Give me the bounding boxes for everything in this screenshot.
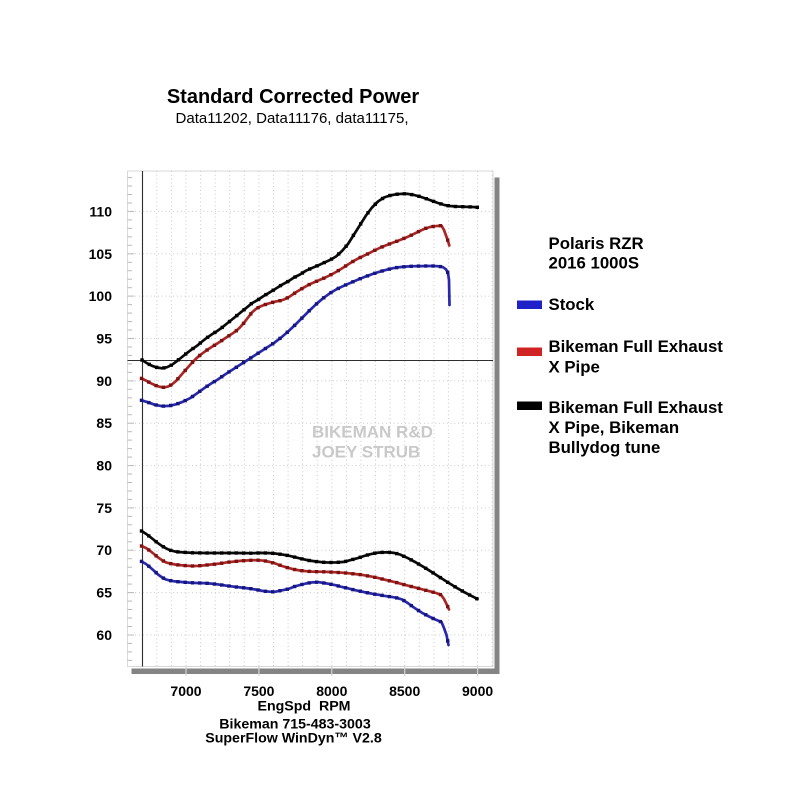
svg-text:9000: 9000: [462, 683, 493, 699]
svg-text:X Pipe: X Pipe: [549, 358, 600, 377]
svg-text:70: 70: [96, 542, 112, 558]
svg-text:100: 100: [89, 288, 113, 304]
svg-text:Bikeman 715-483-3003: Bikeman 715-483-3003: [219, 717, 371, 733]
svg-text:80: 80: [96, 458, 112, 474]
svg-text:Data11202, Data11176, data1117: Data11202, Data11176, data11175,: [176, 110, 409, 127]
svg-text:Bullydog tune: Bullydog tune: [549, 438, 661, 457]
svg-text:7000: 7000: [170, 683, 201, 699]
svg-text:Standard Corrected Power: Standard Corrected Power: [167, 86, 420, 108]
svg-text:105: 105: [89, 246, 113, 262]
svg-text:SuperFlow WinDyn™ V2.8: SuperFlow WinDyn™ V2.8: [205, 731, 382, 747]
svg-text:95: 95: [96, 331, 112, 347]
svg-text:75: 75: [96, 500, 112, 516]
svg-text:BIKEMAN R&D: BIKEMAN R&D: [312, 423, 433, 442]
svg-text:110: 110: [89, 203, 112, 219]
svg-text:8000: 8000: [316, 683, 347, 699]
svg-text:85: 85: [96, 415, 112, 431]
svg-text:Bikeman Full Exhaust: Bikeman Full Exhaust: [549, 398, 724, 417]
svg-text:EngSpd RPM: EngSpd RPM: [257, 699, 350, 715]
svg-text:X Pipe, Bikeman: X Pipe, Bikeman: [549, 418, 680, 437]
svg-text:7500: 7500: [243, 683, 274, 699]
svg-text:8500: 8500: [389, 683, 420, 699]
svg-text:60: 60: [96, 627, 112, 643]
svg-text:2016 1000S: 2016 1000S: [549, 254, 640, 273]
svg-text:Bikeman Full Exhaust: Bikeman Full Exhaust: [549, 337, 724, 356]
svg-text:Stock: Stock: [549, 295, 595, 314]
svg-text:90: 90: [96, 373, 112, 389]
svg-text:Polaris RZR: Polaris RZR: [549, 234, 644, 253]
svg-text:JOEY STRUB: JOEY STRUB: [312, 443, 420, 462]
svg-text:65: 65: [96, 585, 112, 601]
